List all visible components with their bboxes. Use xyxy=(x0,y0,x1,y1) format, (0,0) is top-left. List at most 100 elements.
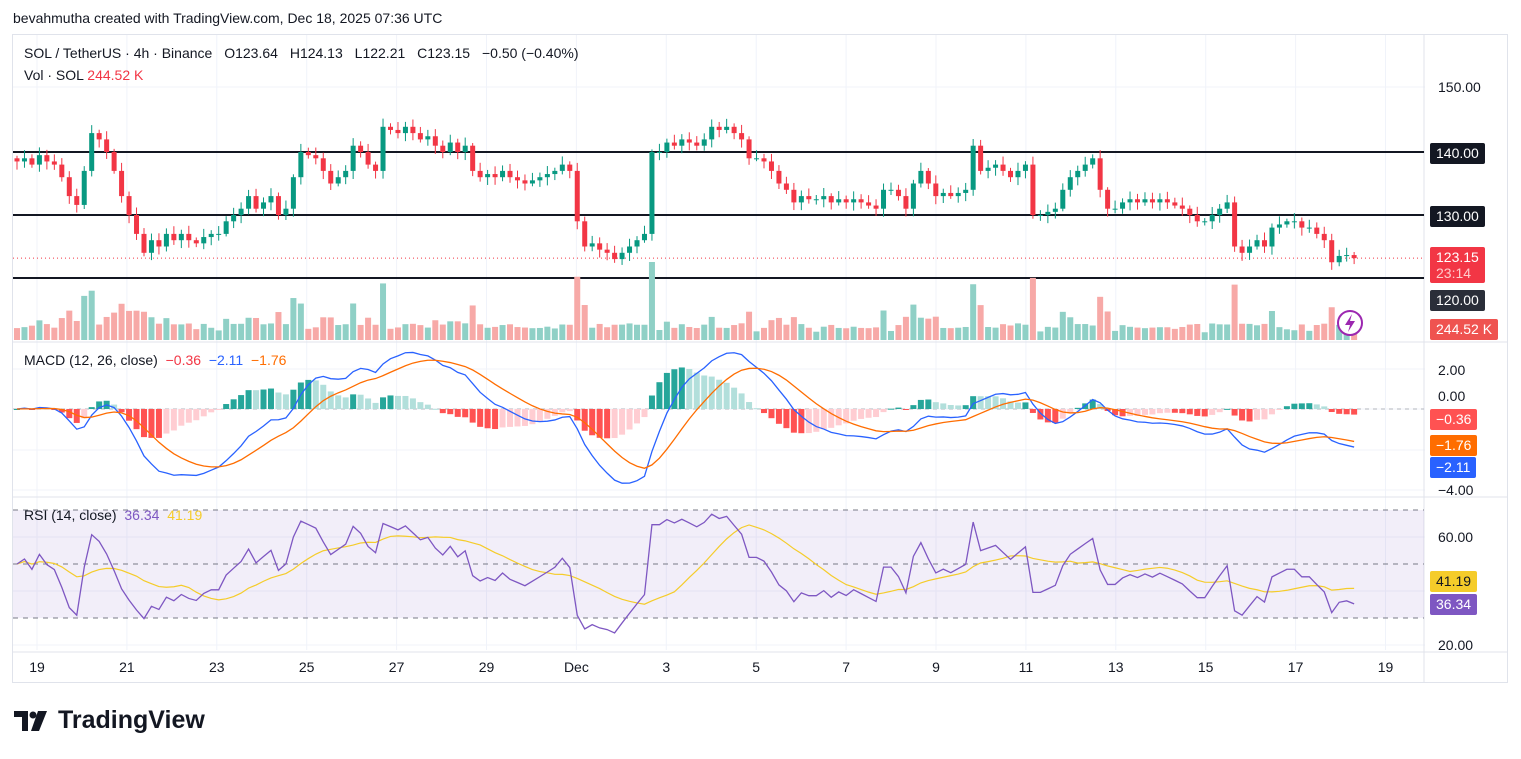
macd-histogram-bar xyxy=(58,409,65,413)
candle-body xyxy=(1060,189,1066,209)
tradingview-logo[interactable]: TradingView xyxy=(14,706,205,735)
macd-histogram-bar xyxy=(843,409,850,424)
volume-bar xyxy=(551,328,558,340)
candle-body xyxy=(290,177,296,209)
candle-body xyxy=(813,199,819,201)
macd-histogram-bar xyxy=(902,409,909,410)
macd-histogram-bar xyxy=(335,395,342,409)
volume-label[interactable]: Vol · SOL xyxy=(24,67,84,83)
candle-body xyxy=(1261,240,1267,247)
macd-histogram-bar xyxy=(402,395,409,409)
volume-bar xyxy=(409,323,416,340)
volume-bar xyxy=(58,318,65,340)
candle-body xyxy=(1090,158,1096,165)
current-price-label: 123.15 23:14 xyxy=(1430,247,1485,283)
volume-bar xyxy=(1246,323,1253,340)
volume-bar xyxy=(1059,311,1066,340)
macd-histogram-bar xyxy=(275,392,282,409)
chart-credit: bevahmutha created with TradingView.com,… xyxy=(13,10,443,26)
candle-body xyxy=(1247,246,1253,253)
candle-body xyxy=(462,145,468,152)
volume-bar xyxy=(731,325,738,340)
candle-body xyxy=(44,155,50,162)
candle-body xyxy=(649,152,655,234)
macd-histogram-bar xyxy=(1014,402,1021,409)
volume-bar xyxy=(327,317,334,340)
candle-body xyxy=(1135,199,1140,203)
macd-histogram-bar xyxy=(1209,409,1216,415)
candle-body xyxy=(1037,215,1043,216)
macd-histogram-bar xyxy=(1149,409,1156,415)
volume-bar xyxy=(753,331,760,340)
candle-body xyxy=(514,177,520,181)
macd-line-value: −2.11 xyxy=(208,352,244,368)
candle-body xyxy=(993,164,999,168)
volume-bar xyxy=(1336,324,1343,340)
volume-bar xyxy=(648,262,655,340)
candle-body xyxy=(156,240,162,247)
macd-histogram-bar xyxy=(619,409,626,435)
candle-body xyxy=(1157,199,1163,203)
macd-histogram-bar xyxy=(1134,409,1141,416)
volume-bar xyxy=(970,284,977,340)
volume-bar xyxy=(1321,323,1328,340)
volume-bar xyxy=(1000,324,1007,340)
macd-histogram-bar xyxy=(230,399,237,409)
date-label: 23 xyxy=(209,659,225,675)
candle-body xyxy=(537,177,543,181)
macd-histogram-bar xyxy=(1044,409,1051,423)
macd-histogram-bar xyxy=(155,409,162,438)
volume-bar xyxy=(111,312,118,340)
volume-bar xyxy=(1201,332,1208,340)
candle-body xyxy=(739,133,745,140)
macd-histogram-bar xyxy=(940,403,947,409)
volume-bar xyxy=(1022,324,1029,340)
candle-body xyxy=(806,196,812,200)
date-label: 19 xyxy=(1377,659,1394,675)
macd-histogram-bar xyxy=(1007,401,1014,409)
macd-histogram-bar xyxy=(1164,409,1171,413)
candle-body xyxy=(335,177,341,184)
candle-body xyxy=(798,196,804,203)
volume-bar xyxy=(768,320,775,340)
volume-bar xyxy=(634,324,641,340)
rsi-label[interactable]: RSI (14, close) xyxy=(24,507,117,523)
symbol-name[interactable]: SOL / TetherUS · 4h · Binance xyxy=(24,45,213,61)
volume-bar xyxy=(641,324,648,340)
price-change: −0.50 (−0.40%) xyxy=(481,45,579,61)
volume-bar xyxy=(140,311,147,340)
macd-histogram-bar xyxy=(880,409,887,413)
macd-histogram-bar xyxy=(1186,409,1193,415)
volume-bar xyxy=(843,328,850,340)
volume-bar xyxy=(1127,326,1134,340)
volume-bar xyxy=(36,320,43,340)
candle-body xyxy=(522,180,528,184)
volume-bar xyxy=(1186,324,1193,340)
macd-histogram-bar xyxy=(641,409,648,418)
volume-bar xyxy=(1261,323,1268,340)
volume-bar xyxy=(887,330,894,340)
lightning-icon[interactable] xyxy=(1337,310,1363,336)
volume-bar xyxy=(402,324,409,340)
volume-bar xyxy=(611,324,618,340)
volume-bar xyxy=(1224,324,1231,340)
candle-body xyxy=(664,142,670,152)
macd-label[interactable]: MACD (12, 26, close) xyxy=(24,352,158,368)
candle-body xyxy=(1299,221,1305,228)
candle-body xyxy=(582,221,588,247)
volume-bar xyxy=(1254,325,1261,340)
macd-histogram-bar xyxy=(1097,404,1104,409)
volume-bar xyxy=(208,327,215,340)
volume-bar xyxy=(507,324,514,340)
candle-body xyxy=(1022,164,1028,171)
candle-body xyxy=(716,126,722,130)
candle-body xyxy=(440,145,446,152)
volume-bar xyxy=(215,330,222,340)
macd-histogram-bar xyxy=(1224,408,1231,410)
macd-histogram-bar xyxy=(492,409,499,430)
macd-histogram-bar xyxy=(1261,409,1268,420)
volume-bar xyxy=(514,327,521,340)
volume-bar xyxy=(1276,327,1283,340)
rsi-ma-value: 41.19 xyxy=(167,507,203,523)
